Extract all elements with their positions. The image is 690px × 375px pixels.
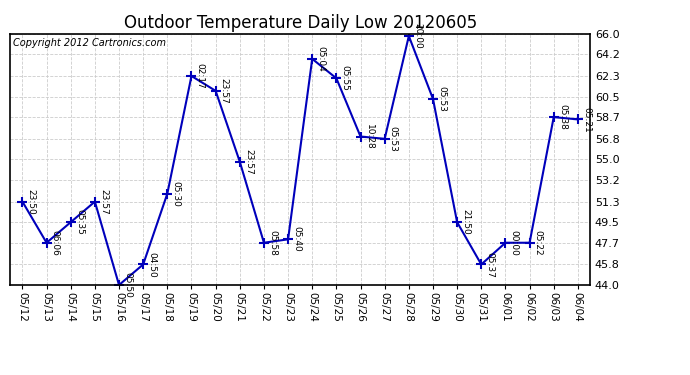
Text: 05:22: 05:22 <box>534 230 543 255</box>
Title: Outdoor Temperature Daily Low 20120605: Outdoor Temperature Daily Low 20120605 <box>124 14 477 32</box>
Text: 05:21: 05:21 <box>582 106 591 132</box>
Text: 23:57: 23:57 <box>220 78 229 104</box>
Text: 02:17: 02:17 <box>196 63 205 89</box>
Text: Copyright 2012 Cartronics.com: Copyright 2012 Cartronics.com <box>13 38 166 48</box>
Text: 06:06: 06:06 <box>51 230 60 256</box>
Text: 05:58: 05:58 <box>268 230 277 256</box>
Text: 04:50: 04:50 <box>148 252 157 278</box>
Text: 00:00: 00:00 <box>510 230 519 256</box>
Text: 23:57: 23:57 <box>99 189 108 214</box>
Text: 05:53: 05:53 <box>437 86 446 112</box>
Text: 05:30: 05:30 <box>172 181 181 207</box>
Text: 05:50: 05:50 <box>124 272 132 298</box>
Text: 05:35: 05:35 <box>75 209 84 235</box>
Text: 05:40: 05:40 <box>293 226 302 252</box>
Text: 05:53: 05:53 <box>389 126 398 152</box>
Text: 21:50: 21:50 <box>462 209 471 235</box>
Text: 05:38: 05:38 <box>558 104 567 130</box>
Text: 10:28: 10:28 <box>365 124 374 149</box>
Text: 20:00: 20:00 <box>413 23 422 49</box>
Text: 05:04: 05:04 <box>317 46 326 72</box>
Text: 05:37: 05:37 <box>486 252 495 278</box>
Text: 23:57: 23:57 <box>244 149 253 174</box>
Text: 05:55: 05:55 <box>341 65 350 91</box>
Text: 23:50: 23:50 <box>27 189 36 214</box>
